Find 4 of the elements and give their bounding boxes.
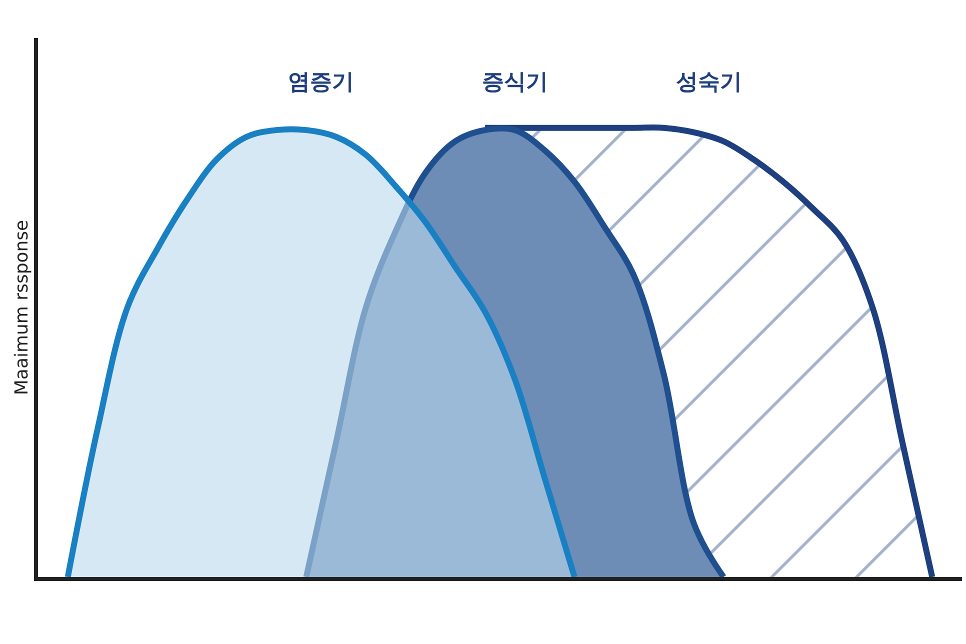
series-label: 염증기 — [288, 70, 354, 95]
series-label: 증식기 — [482, 70, 548, 95]
series-label: 성숙기 — [676, 70, 742, 95]
y-axis-title: Maaimum rssponse — [12, 220, 33, 396]
